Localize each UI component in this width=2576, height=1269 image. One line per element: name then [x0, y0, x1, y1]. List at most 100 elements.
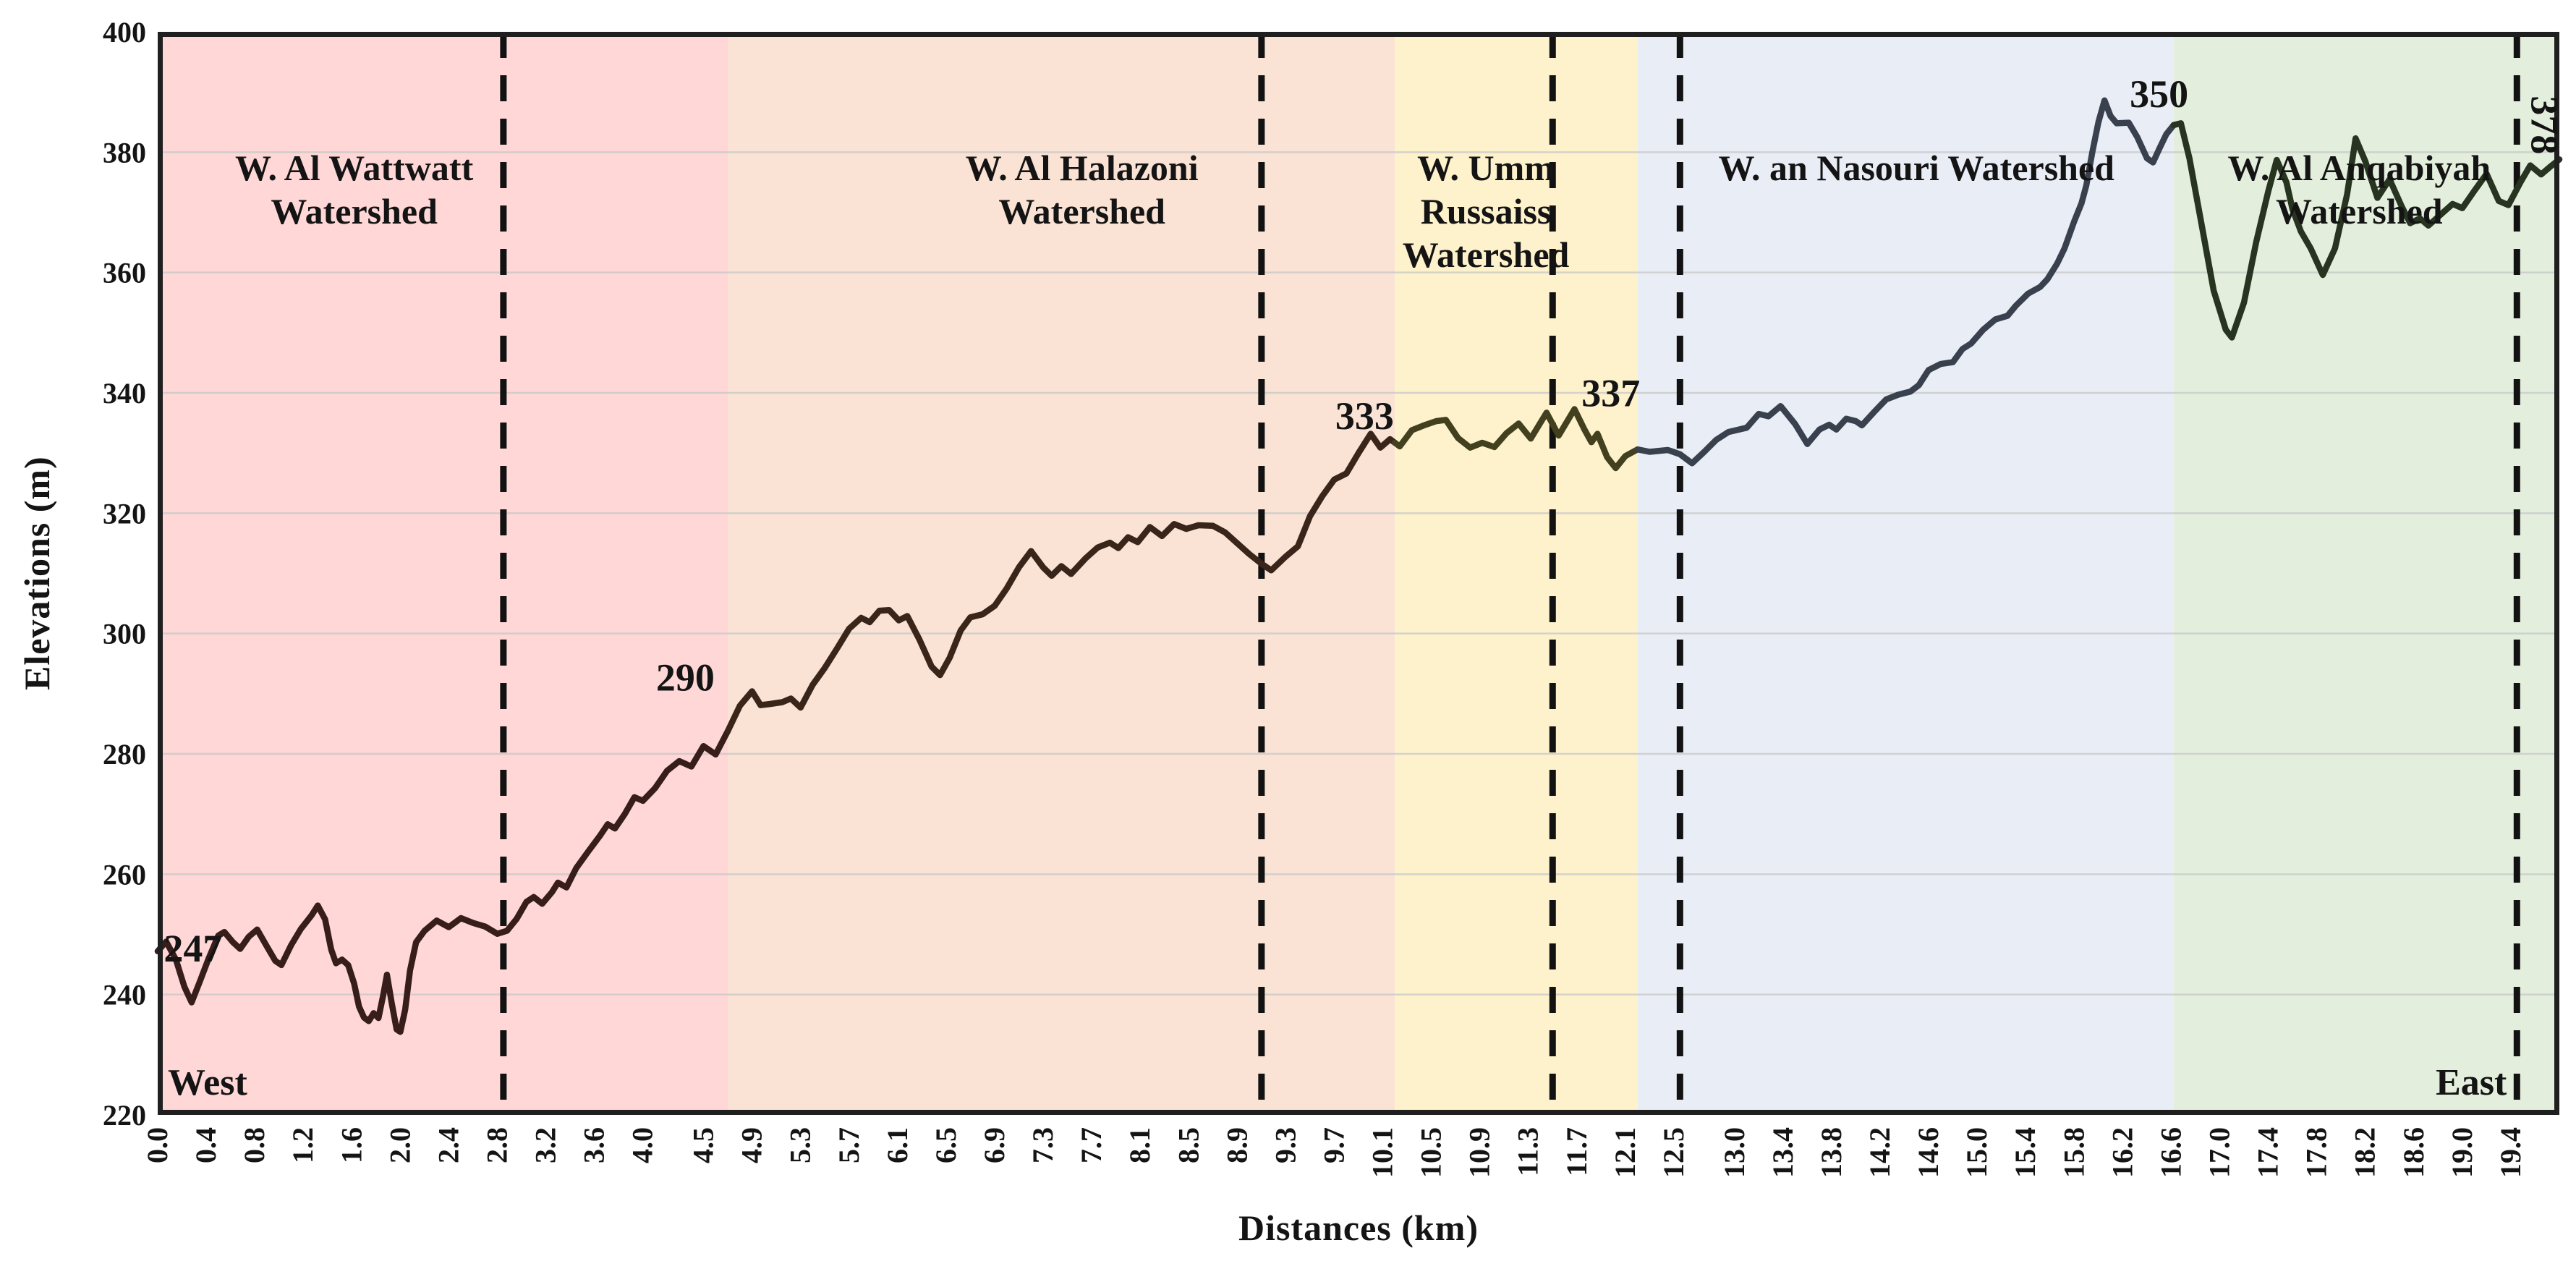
- watershed-band-4: [1637, 32, 2174, 1115]
- watershed-label-line: Watershed: [998, 191, 1165, 232]
- x-tick-11.7: 11.7: [1560, 1127, 1593, 1176]
- elevation-annotation-378: 378: [2522, 96, 2566, 154]
- watershed-bands: [158, 32, 2559, 1115]
- y-tick-220: 220: [103, 1099, 146, 1132]
- x-tick-9.3: 9.3: [1269, 1127, 1301, 1163]
- x-tick-10.5: 10.5: [1415, 1127, 1448, 1178]
- elevation-annotation-337: 337: [1581, 371, 1640, 415]
- x-tick-8.1: 8.1: [1123, 1127, 1156, 1163]
- x-tick-6.9: 6.9: [978, 1127, 1011, 1163]
- elevation-line: [154, 97, 2563, 1035]
- y-axis-title: Elevations (m): [17, 456, 57, 691]
- watershed-band-2: [728, 32, 1395, 1115]
- x-tick-2.0: 2.0: [383, 1127, 416, 1163]
- x-tick-9.7: 9.7: [1317, 1127, 1350, 1163]
- plot-border: [158, 32, 2559, 1115]
- x-tick-1.2: 1.2: [286, 1127, 319, 1163]
- x-tick-5.7: 5.7: [833, 1127, 865, 1163]
- x-tick-3.6: 3.6: [578, 1127, 611, 1163]
- x-tick-2.8: 2.8: [480, 1127, 513, 1163]
- x-tick-labels: 0.0 0.4 0.8 1.2 1.6 2.0 2.4 2.8 3.2 3.6 4.0 4.5 4.9 5…: [141, 1127, 2527, 1178]
- x-tick-19.0: 19.0: [2446, 1127, 2478, 1178]
- watershed-label-line: W. an Nasouri Watershed: [1719, 148, 2115, 188]
- x-tick-14.6: 14.6: [1912, 1127, 1944, 1178]
- x-tick-0.0: 0.0: [141, 1127, 174, 1163]
- x-tick-17.4: 17.4: [2252, 1127, 2284, 1178]
- watershed-band-5: [2173, 32, 2559, 1115]
- y-tick-400: 400: [103, 16, 146, 48]
- x-tick-17.8: 17.8: [2300, 1127, 2333, 1178]
- y-tick-labels: 220 240 260 280 300 320 340 360 380 400: [103, 16, 146, 1132]
- x-tick-1.6: 1.6: [335, 1127, 367, 1163]
- elevation-annotation-333: 333: [1335, 394, 1394, 438]
- elevation-annotation-350: 350: [2130, 72, 2188, 116]
- x-tick-13.8: 13.8: [1815, 1127, 1848, 1178]
- x-tick-6.5: 6.5: [930, 1127, 962, 1163]
- x-tick-11.3: 11.3: [1512, 1127, 1544, 1176]
- x-tick-14.2: 14.2: [1863, 1127, 1896, 1178]
- watershed-band-3: [1395, 32, 1638, 1115]
- y-tick-280: 280: [103, 738, 146, 771]
- elevation-annotations: 247 290 333 337 350 378: [163, 72, 2566, 970]
- x-tick-3.2: 3.2: [530, 1127, 562, 1163]
- elevation-line-segment-4: [1634, 97, 2177, 467]
- y-tick-300: 300: [103, 618, 146, 650]
- elevation-line-segment-1: [154, 728, 731, 1035]
- x-tick-18.2: 18.2: [2349, 1127, 2381, 1178]
- elevation-annotation-247: 247: [163, 927, 222, 970]
- watershed-label-line: Russaiss: [1421, 191, 1552, 232]
- elevation-line-segment-5: [2170, 120, 2563, 341]
- x-tick-5.3: 5.3: [784, 1127, 817, 1163]
- x-tick-17.0: 17.0: [2203, 1127, 2236, 1178]
- y-tick-320: 320: [103, 497, 146, 530]
- x-tick-12.1: 12.1: [1609, 1127, 1641, 1178]
- watershed-label-4: W. an Nasouri Watershed: [1719, 148, 2115, 188]
- x-tick-4.0: 4.0: [626, 1127, 659, 1163]
- y-tick-260: 260: [103, 858, 146, 891]
- watershed-label-line: W. Al Halazoni: [966, 148, 1199, 188]
- x-tick-18.6: 18.6: [2397, 1127, 2430, 1178]
- watershed-label-line: W. Al Anqabiyah: [2228, 148, 2491, 188]
- watershed-label-line: Watershed: [271, 191, 438, 232]
- x-tick-4.9: 4.9: [736, 1127, 768, 1163]
- watershed-label-line: Watershed: [2276, 191, 2443, 232]
- east-label: East: [2436, 1062, 2507, 1103]
- watershed-band-1: [158, 32, 728, 1115]
- x-tick-8.5: 8.5: [1172, 1127, 1204, 1163]
- x-tick-15.0: 15.0: [1960, 1127, 1993, 1178]
- x-tick-10.1: 10.1: [1366, 1127, 1399, 1178]
- west-label: West: [168, 1062, 247, 1103]
- y-tick-380: 380: [103, 136, 146, 169]
- elevation-line-segment-3: [1392, 406, 1641, 472]
- x-tick-0.4: 0.4: [190, 1127, 222, 1163]
- x-tick-16.2: 16.2: [2106, 1127, 2138, 1178]
- x-tick-12.5: 12.5: [1657, 1127, 1690, 1178]
- x-tick-8.9: 8.9: [1220, 1127, 1253, 1163]
- watershed-label-line: W. Umm: [1417, 148, 1555, 188]
- x-tick-15.4: 15.4: [2009, 1127, 2041, 1178]
- x-tick-13.0: 13.0: [1718, 1127, 1751, 1178]
- x-tick-2.4: 2.4: [432, 1127, 464, 1163]
- x-tick-7.3: 7.3: [1026, 1127, 1059, 1163]
- x-tick-19.4: 19.4: [2494, 1127, 2527, 1178]
- watershed-label-line: W. Al Wattwatt: [235, 148, 474, 188]
- divide-lines: [500, 32, 2520, 1115]
- x-tick-4.5: 4.5: [687, 1127, 720, 1163]
- x-tick-7.7: 7.7: [1075, 1127, 1108, 1163]
- x-tick-0.8: 0.8: [238, 1127, 271, 1163]
- x-tick-6.1: 6.1: [881, 1127, 914, 1163]
- y-tick-340: 340: [103, 377, 146, 409]
- elevation-line-segment-2: [724, 430, 1398, 734]
- x-tick-16.6: 16.6: [2154, 1127, 2187, 1178]
- x-tick-13.4: 13.4: [1767, 1127, 1799, 1178]
- y-tick-240: 240: [103, 979, 146, 1011]
- x-tick-15.8: 15.8: [2057, 1127, 2090, 1178]
- watershed-label-line: Watershed: [1403, 234, 1570, 275]
